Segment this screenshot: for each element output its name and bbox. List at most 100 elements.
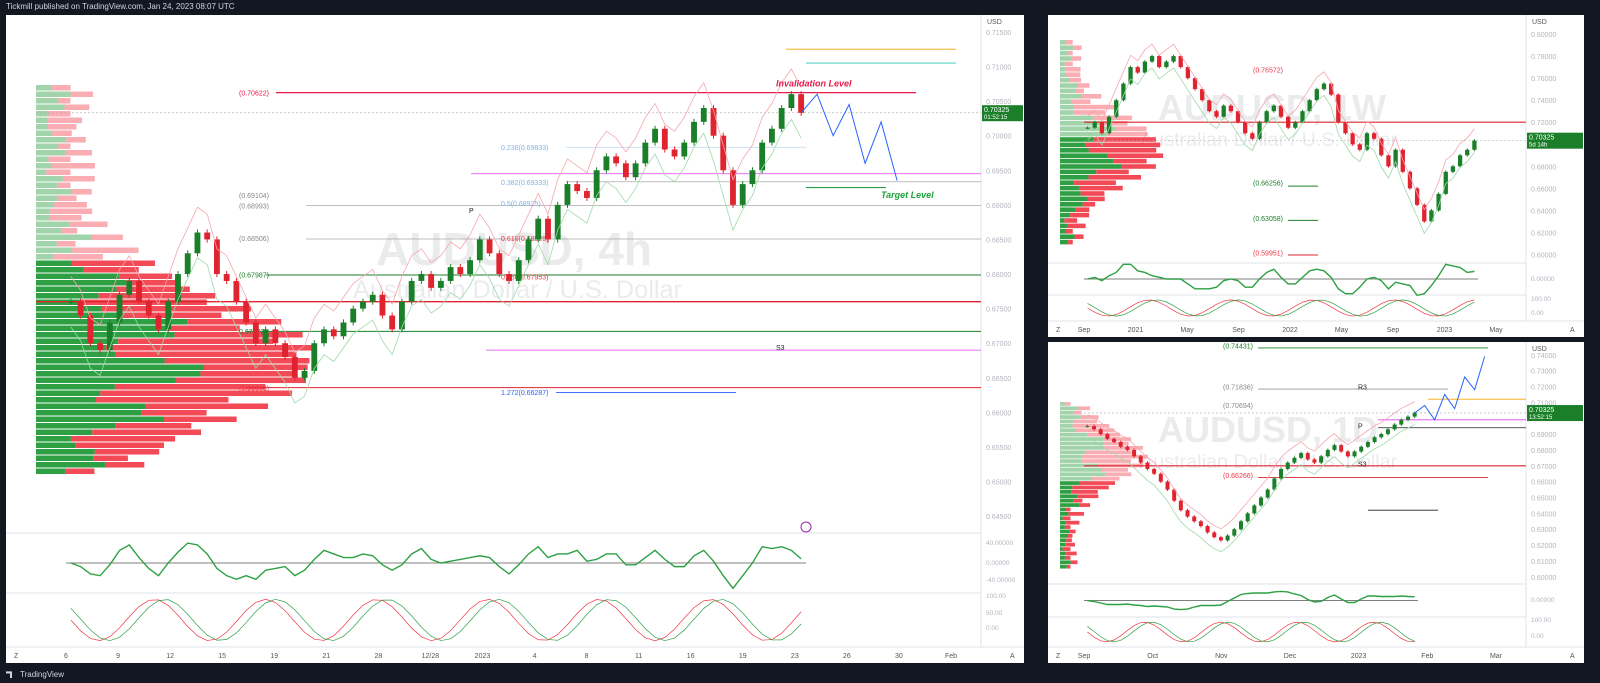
stoch-k-line	[1087, 299, 1475, 317]
candle-body	[1345, 451, 1350, 457]
candle-body	[1422, 204, 1427, 222]
osc-axis-label: 0.00000	[1531, 597, 1555, 604]
candle-body	[1286, 116, 1291, 128]
level-label: (0.67987)	[239, 273, 269, 280]
candle-body	[1450, 166, 1456, 172]
momentum-line	[1087, 263, 1475, 297]
candle-body	[301, 370, 308, 378]
candle-body	[1285, 462, 1290, 469]
volume-profile-bar-up	[1060, 520, 1066, 525]
main-chart-panel[interactable]: AUDUSD, 4h Australian Dollar / U.S. Dolla…	[6, 15, 1024, 663]
candle-body	[1121, 83, 1126, 101]
alert-icon	[800, 521, 812, 533]
footer-brand: TradingView	[20, 670, 65, 679]
price-badge-value: 0.70325	[1529, 135, 1554, 142]
volume-profile-bar-up	[1060, 148, 1089, 153]
osc-axis-label: 0.00000	[986, 560, 1010, 567]
band-lower	[1087, 67, 1475, 235]
candle-body	[574, 184, 581, 192]
y-tick-label: 0.73000	[1531, 369, 1556, 376]
volume-profile-bar-down	[1071, 490, 1098, 494]
candle-body	[1225, 535, 1230, 541]
candle-body	[1178, 56, 1183, 68]
candle-body	[87, 315, 94, 344]
volume-profile-bar-up	[36, 85, 52, 91]
volume-profile-bar-up	[36, 390, 101, 397]
volume-profile-bar-up	[1060, 121, 1102, 126]
volume-profile-bar-up	[1060, 498, 1074, 503]
volume-profile-bar-up	[36, 325, 167, 332]
volume-profile-bar-down	[1081, 459, 1131, 463]
candle-body	[1279, 468, 1284, 479]
volume-profile-bar-up	[36, 410, 142, 416]
candle-body	[1198, 521, 1203, 527]
y-tick-label: 0.64000	[1531, 208, 1556, 215]
volume-profile-bar-up	[1060, 441, 1105, 446]
volume-profile-bar-up	[36, 91, 71, 98]
candle-body	[1379, 434, 1384, 438]
y-tick-label: 0.70000	[986, 134, 1011, 141]
daily-chart-panel[interactable]: AUDUSD, 1D Australian Dollar / U.S. Dolla…	[1048, 342, 1584, 663]
volume-profile-bar-up	[1060, 202, 1083, 207]
candle-body	[1407, 171, 1413, 189]
volume-profile-bar-up	[1060, 507, 1066, 512]
volume-profile-bar-up	[1060, 45, 1074, 50]
volume-profile-bar-up	[1060, 218, 1065, 223]
x-tick-label: 26	[843, 653, 851, 660]
volume-profile-bar-up	[1060, 169, 1097, 175]
weekly-chart-panel[interactable]: AUDUSD, 1W Australian Dollar / U.S. Dolla…	[1048, 15, 1584, 337]
candle-body	[1436, 193, 1441, 211]
volume-profile-bar-down	[1071, 56, 1082, 61]
x-tick-label: 2022	[1282, 327, 1298, 334]
candle-body	[769, 128, 775, 143]
volume-profile-bar-up	[1060, 191, 1081, 196]
volume-profile-bar-up	[36, 455, 94, 462]
volume-profile-bar-up	[1060, 556, 1065, 560]
volume-profile-bar-up	[1060, 432, 1088, 437]
candle-body	[613, 156, 620, 164]
candle-body	[1305, 453, 1310, 460]
price-badge	[1527, 405, 1583, 422]
candle-body	[1106, 116, 1112, 134]
volume-profile-bar-down	[174, 332, 303, 338]
candle-body	[1399, 419, 1404, 425]
volume-profile-bar-up	[36, 124, 48, 130]
candle-body	[1085, 426, 1090, 428]
price-badge-countdown: 01:52:15	[984, 115, 1008, 121]
candle-body	[106, 322, 113, 351]
volume-profile-bar-up	[1060, 437, 1104, 441]
x-tick-label: Sep	[1078, 653, 1091, 660]
osc-axis-label: 100.00	[986, 593, 1006, 600]
candle-body	[1252, 505, 1257, 514]
auto-scale-icon: A	[1570, 327, 1575, 334]
candle-body	[369, 294, 376, 302]
candle-body	[360, 301, 366, 309]
volume-profile-bar-up	[1060, 234, 1075, 239]
volume-profile-bar-down	[115, 423, 192, 429]
x-tick-label: 2021	[1128, 327, 1144, 334]
y-tick-label: 0.60000	[1531, 252, 1556, 259]
volume-profile-bar-up	[36, 241, 57, 247]
candle-body	[1272, 478, 1277, 490]
volume-profile-bar-up	[36, 436, 71, 442]
osc-axis-label: 0.00000	[1531, 276, 1555, 283]
candle-body	[1278, 105, 1284, 117]
candle-body	[603, 156, 610, 171]
level-label: 0.786(0.67953)	[501, 275, 548, 282]
level-label: (0.68506)	[239, 236, 269, 243]
volume-profile-bar-down	[1067, 223, 1086, 229]
y-tick-label: 0.61000	[1531, 559, 1556, 566]
candle-body	[535, 218, 542, 240]
volume-profile-bar-up	[36, 150, 66, 156]
candle-body	[1149, 56, 1155, 62]
y-tick-label: 0.71000	[986, 65, 1011, 72]
candle-body	[798, 94, 805, 113]
y-tick-label: 0.63000	[1531, 527, 1556, 534]
candle-body	[1192, 78, 1198, 90]
volume-profile-bar-down	[70, 436, 176, 442]
volume-profile-bar-up	[1060, 463, 1098, 468]
x-tick-label: May	[1180, 327, 1194, 334]
